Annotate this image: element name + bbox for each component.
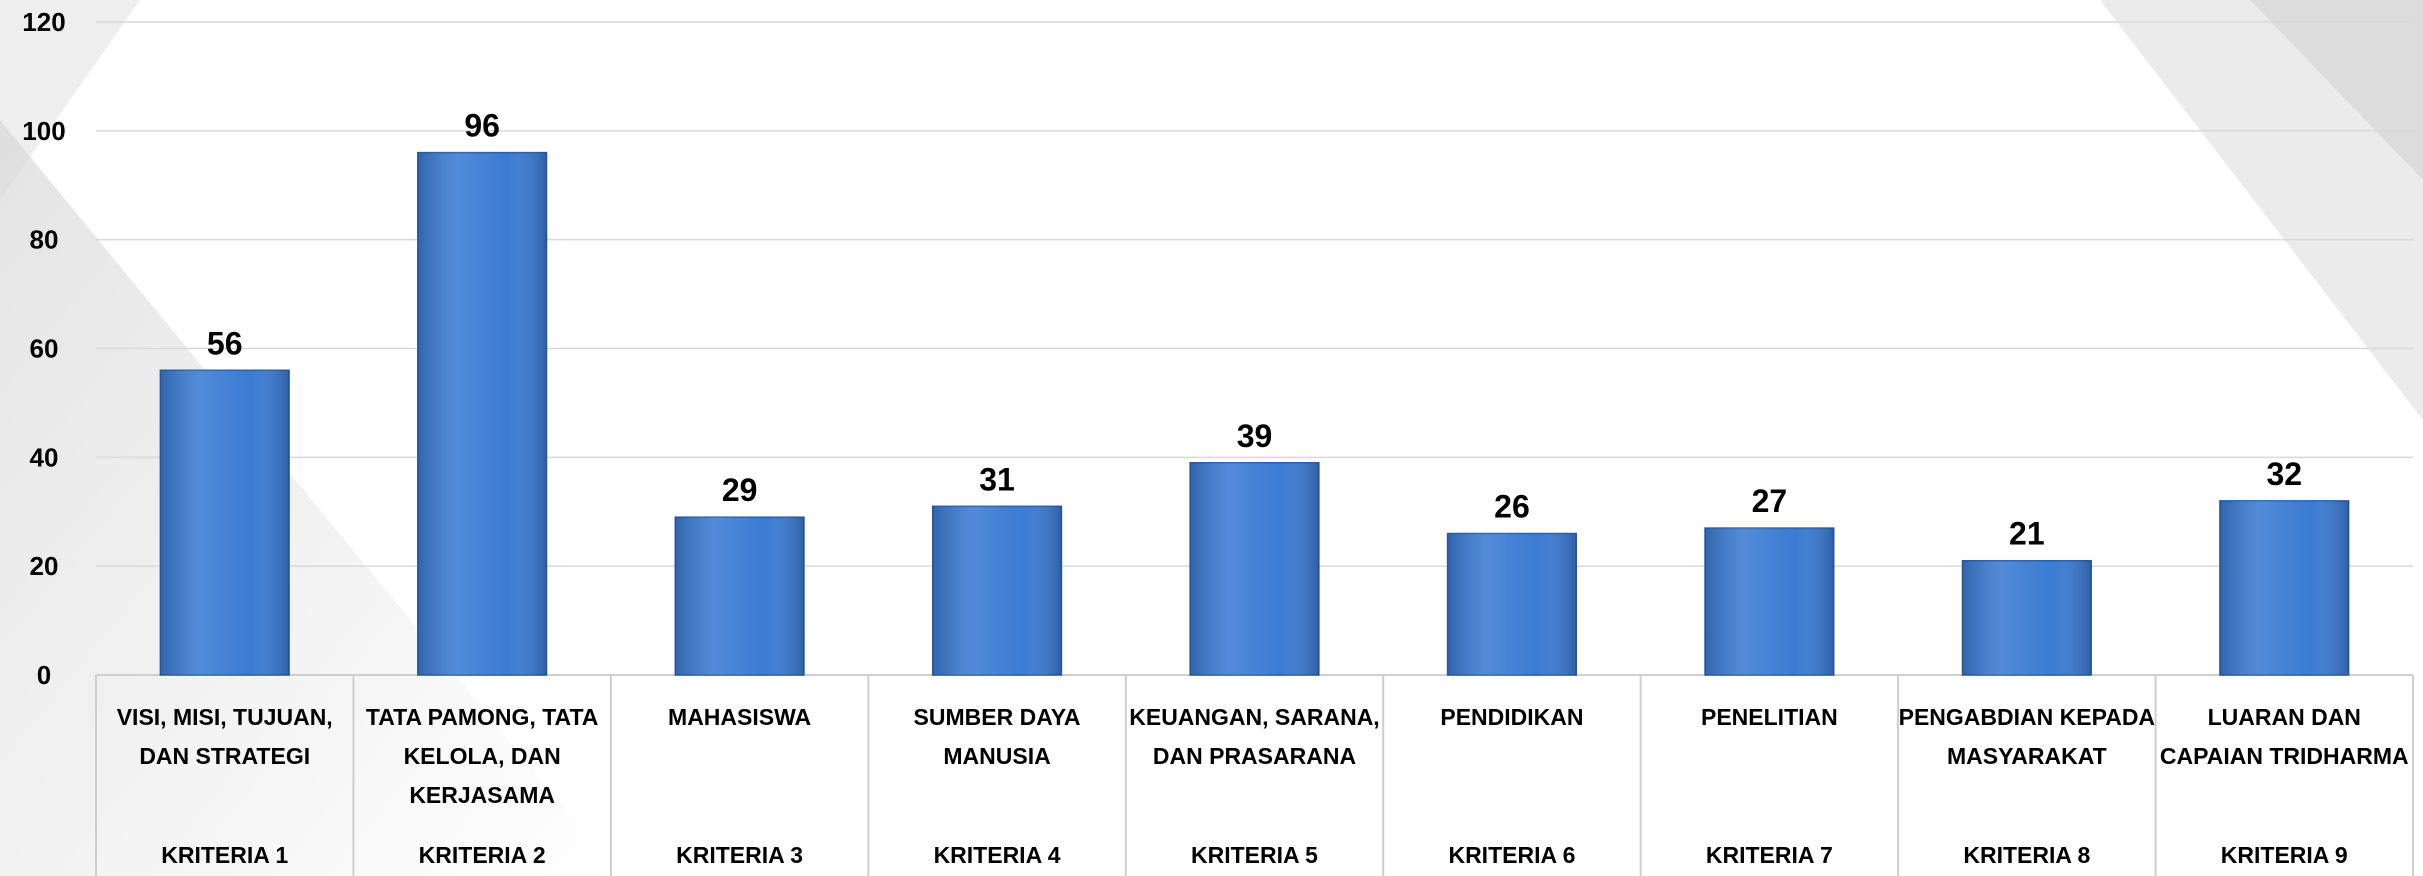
category-description: PENELITIAN <box>1701 704 1838 730</box>
y-tick-label: 80 <box>30 225 59 255</box>
value-label: 31 <box>979 461 1015 497</box>
category-description: SUMBER DAYA MANUSIA <box>913 704 1081 769</box>
y-tick-label: 60 <box>30 334 59 364</box>
y-tick-label: 120 <box>22 7 65 37</box>
y-tick-label: 20 <box>30 551 59 581</box>
bg-shape <box>2100 0 2423 420</box>
bar <box>1446 532 1578 676</box>
bar <box>674 516 805 676</box>
bg-shape <box>0 120 620 876</box>
value-label: 32 <box>2266 456 2302 492</box>
x-tick-label: KRITERIA 2 <box>418 842 546 868</box>
bar <box>931 505 1063 676</box>
bar <box>1704 527 1835 676</box>
bar <box>159 369 290 676</box>
bg-shape <box>0 0 140 200</box>
x-tick-label: KRITERIA 1 <box>161 842 289 868</box>
x-tick-label: KRITERIA 3 <box>676 842 804 868</box>
x-tick-label: KRITERIA 5 <box>1191 842 1318 868</box>
bg-shape <box>2250 0 2423 180</box>
x-tick-label: KRITERIA 9 <box>2220 842 2348 868</box>
x-tick-label: KRITERIA 7 <box>1705 842 1833 868</box>
value-label: 29 <box>722 472 758 508</box>
category-description: KEUANGAN, SARANA, DAN PRASARANA <box>1129 704 1380 769</box>
x-tick-label: KRITERIA 8 <box>1963 842 2091 868</box>
value-label: 26 <box>1494 489 1530 525</box>
category-description: PENDIDIKAN <box>1440 704 1584 730</box>
x-tick-label: KRITERIA 4 <box>933 842 1061 868</box>
category-description: PENGABDIAN KEPADA MASYARAKAT <box>1898 704 2156 769</box>
category-description: LUARAN DAN CAPAIAN TRIDHARMA <box>2159 704 2409 769</box>
category-description: MAHASISWA <box>668 704 812 730</box>
bar <box>1961 559 2092 676</box>
bar <box>2219 500 2350 676</box>
y-tick-label: 100 <box>22 116 65 146</box>
value-label: 39 <box>1237 418 1273 454</box>
bar <box>1189 462 1320 676</box>
y-tick-label: 40 <box>30 442 59 472</box>
category-description: TATA PAMONG, TATA KELOLA, DAN KERJASAMA <box>365 704 599 808</box>
value-label: 27 <box>1752 483 1788 519</box>
category-description: VISI, MISI, TUJUAN, DAN STRATEGI <box>116 704 333 769</box>
value-label: 56 <box>207 325 243 361</box>
value-label: 21 <box>2009 516 2045 552</box>
x-tick-label: KRITERIA 6 <box>1448 842 1576 868</box>
bar <box>417 151 548 676</box>
value-label: 96 <box>464 108 500 144</box>
y-tick-label: 0 <box>37 660 51 690</box>
